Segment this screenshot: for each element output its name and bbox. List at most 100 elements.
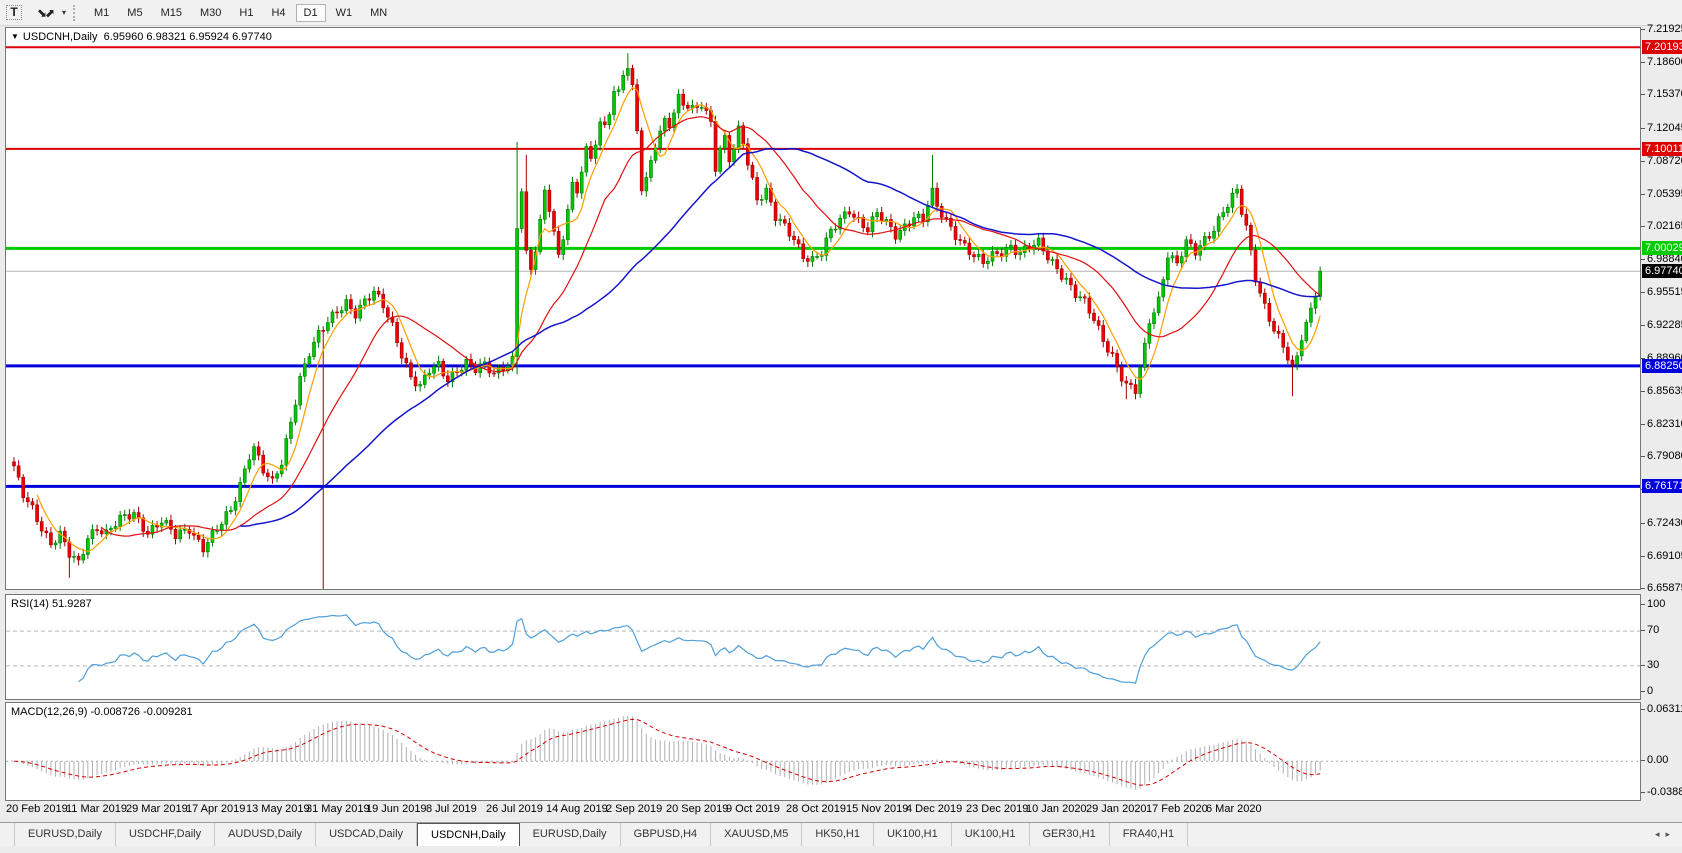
macd-name: MACD(12,26,9) — [11, 706, 88, 718]
date-label: 19 Jun 2019 — [366, 803, 427, 815]
toolbar-grip-handle[interactable] — [73, 4, 79, 21]
price-axis-label: 7.02165 — [1641, 220, 1682, 232]
chart-title: ▼ USDCNH,Daily 6.95960 6.98321 6.95924 6.… — [11, 31, 272, 43]
price-badge-7.00029: 7.00029 — [1642, 241, 1682, 256]
price-axis-label: 7.08720 — [1641, 155, 1682, 167]
price-axis-label: 7.15370 — [1641, 88, 1682, 100]
tab-xauusd-m5-7[interactable]: XAUUSD,M5 — [711, 823, 803, 846]
tab-usdcad-daily-3[interactable]: USDCAD,Daily — [316, 823, 418, 846]
timeframe-button-h4[interactable]: H4 — [271, 6, 286, 19]
timeframe-button-mn[interactable]: MN — [370, 6, 388, 19]
rsi-name: RSI(14) — [11, 598, 49, 610]
dropdown-caret-icon[interactable]: ▾ — [62, 8, 67, 17]
date-label: 29 Mar 2019 — [126, 803, 188, 815]
rsi-value: 51.9287 — [51, 598, 92, 610]
rsi-axis-label: 100 — [1640, 598, 1666, 610]
macd-canvas[interactable] — [6, 703, 1640, 800]
tab-eurusd-daily-0[interactable]: EURUSD,Daily — [14, 823, 116, 846]
timeframe-button-d1[interactable]: D1 — [295, 3, 326, 22]
rsi-axis-label: 30 — [1640, 658, 1660, 671]
tab-ger30-h1-11[interactable]: GER30,H1 — [1030, 823, 1110, 846]
text-tool-icon: T — [6, 5, 22, 20]
chart-tools-button[interactable]: ⬊⬈ — [30, 3, 60, 23]
timeframe-button-m5[interactable]: M5 — [127, 6, 143, 19]
rsi-axis-label: 70 — [1640, 624, 1660, 637]
rsi-indicator-panel[interactable]: RSI(14) 51.9287 — [5, 594, 1641, 700]
tab-scroll-right-icon[interactable]: ▸ — [1665, 829, 1670, 839]
tab-usdchf-daily-1[interactable]: USDCHF,Daily — [116, 823, 216, 846]
date-label: 2 Sep 2019 — [606, 803, 663, 815]
date-label: 4 Dec 2019 — [906, 803, 963, 815]
price-axis-label: 7.21925 — [1641, 23, 1682, 35]
timeframe-button-group: M1 M5 M15 M30 H1 H4 D1 W1 MN — [85, 3, 396, 22]
rsi-canvas[interactable] — [6, 595, 1640, 699]
price-axis-label: 6.95515 — [1641, 286, 1682, 298]
tab-uk100-h1-9[interactable]: UK100,H1 — [874, 823, 952, 846]
chart-title-ohlc: 6.95960 6.98321 6.95924 6.97740 — [103, 31, 272, 43]
date-label: 17 Feb 2020 — [1146, 803, 1208, 815]
date-label: 13 May 2019 — [246, 803, 310, 815]
timeframe-button-m1[interactable]: M1 — [94, 6, 110, 19]
price-axis-label: 7.05395 — [1641, 188, 1682, 200]
tab-hk50-h1-8[interactable]: HK50,H1 — [802, 823, 874, 846]
price-axis-label: 6.85635 — [1641, 385, 1682, 397]
macd-values: -0.008726 -0.009281 — [90, 706, 193, 718]
price-axis-label: 6.82310 — [1641, 418, 1682, 430]
macd-axis-label: -0.03887 — [1640, 786, 1682, 798]
moving-average-line-6 — [36, 86, 1321, 553]
collapse-triangle-icon[interactable]: ▼ — [11, 32, 19, 41]
timeframe-button-h1[interactable]: H1 — [239, 6, 254, 19]
date-label: 11 Mar 2019 — [66, 803, 127, 815]
date-label: 9 Oct 2019 — [726, 803, 780, 815]
date-label: 8 Jul 2019 — [426, 803, 477, 815]
tab-usdcnh-daily-4[interactable]: USDCNH,Daily — [417, 823, 520, 846]
timeframe-button-m30[interactable]: M30 — [199, 6, 222, 19]
timeframe-button-m15[interactable]: M15 — [160, 6, 182, 19]
price-axis-label: 6.98840 — [1641, 253, 1682, 265]
date-label: 28 Oct 2019 — [786, 803, 846, 815]
price-badge-7.20193: 7.20193 — [1642, 40, 1682, 55]
price-badge-7.10011: 7.10011 — [1642, 141, 1682, 156]
macd-signal-line — [13, 718, 1321, 786]
tab-uk100-h1-10[interactable]: UK100,H1 — [952, 823, 1030, 846]
price-axis-label: 7.18600 — [1641, 56, 1682, 68]
rsi-line — [78, 614, 1321, 684]
arrows-icon: ⬊⬈ — [36, 5, 55, 20]
tab-scroll-left-icon[interactable]: ◂ — [1654, 829, 1660, 839]
price-axis-label: 6.72430 — [1641, 517, 1682, 529]
macd-label: MACD(12,26,9) -0.008726 -0.009281 — [11, 706, 193, 718]
date-label: 26 Jul 2019 — [486, 803, 543, 815]
macd-axis-label: 0.063113 — [1640, 703, 1682, 715]
price-chart-canvas[interactable] — [6, 28, 1640, 589]
date-label: 31 May 2019 — [306, 803, 370, 815]
date-axis[interactable]: 20 Feb 2019 11 Mar 2019 29 Mar 2019 17 Apr … — [6, 803, 1666, 819]
moving-average-line-20 — [101, 116, 1321, 537]
price-axis-label: 7.12045 — [1641, 122, 1682, 134]
toolbar: T ⬊⬈ ▾ M1 M5 M15 M30 H1 H4 D1 W1 MN — [0, 0, 1682, 26]
price-badge-6.88250: 6.88250 — [1642, 358, 1682, 373]
macd-axis-label: 0.00 — [1640, 754, 1669, 767]
tab-gbpusd-h4-6[interactable]: GBPUSD,H4 — [621, 823, 712, 846]
price-badge-6.97740: 6.97740 — [1642, 264, 1682, 279]
date-label: 29 Jan 2020 — [1086, 803, 1147, 815]
text-label-tool-button[interactable]: T — [2, 3, 26, 23]
price-axis-label: 6.92285 — [1641, 319, 1682, 331]
price-badge-6.76171: 6.76171 — [1642, 479, 1682, 494]
main-chart-panel[interactable]: ▼ USDCNH,Daily 6.95960 6.98321 6.95924 6.… — [5, 27, 1641, 590]
price-axis-label: 6.65875 — [1641, 582, 1682, 594]
date-label: 14 Aug 2019 — [546, 803, 608, 815]
date-label: 23 Dec 2019 — [966, 803, 1029, 815]
macd-indicator-panel[interactable]: MACD(12,26,9) -0.008726 -0.009281 — [5, 702, 1641, 801]
tab-eurusd-daily-5[interactable]: EURUSD,Daily — [520, 823, 621, 846]
tab-scroll-arrows: ◂ ▸ — [1655, 823, 1670, 846]
date-label: 20 Sep 2019 — [666, 803, 729, 815]
timeframe-button-w1[interactable]: W1 — [335, 6, 353, 19]
chart-tab-bar: EURUSD,Daily USDCHF,Daily AUDUSD,Daily USDC… — [0, 822, 1682, 846]
price-axis-label: 6.69105 — [1641, 550, 1682, 562]
date-label: 10 Jan 2020 — [1026, 803, 1087, 815]
tab-fra40-h1-12[interactable]: FRA40,H1 — [1110, 823, 1189, 846]
tab-spacer — [0, 823, 14, 846]
tab-audusd-daily-2[interactable]: AUDUSD,Daily — [215, 823, 317, 846]
date-label: 20 Feb 2019 — [6, 803, 68, 815]
